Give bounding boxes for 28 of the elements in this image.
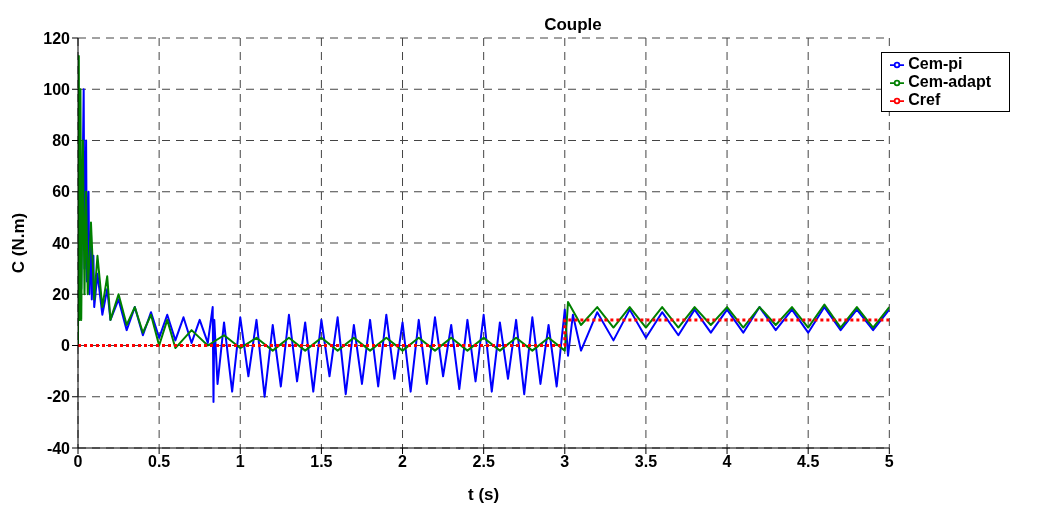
y-tick-label: 40 (52, 234, 71, 252)
legend-label: Cref (908, 91, 941, 108)
line-series (78, 54, 890, 352)
chart-title: Couple (544, 15, 602, 34)
x-tick-label: 2.5 (472, 453, 495, 471)
y-tick-label: -20 (46, 388, 71, 406)
x-tick-label: 4 (722, 453, 732, 471)
x-tick-label: 3.5 (634, 453, 658, 471)
y-tick-label: 60 (52, 183, 71, 201)
x-tick-label: 3 (560, 453, 570, 471)
x-axis-title: t (s) (468, 485, 500, 504)
x-tick-label: 0.5 (148, 453, 171, 471)
y-tick-label: 100 (43, 80, 71, 98)
y-tick-label: 0 (61, 337, 71, 355)
line-series (80, 88, 890, 403)
legend-label: Cem-adapt (908, 73, 991, 90)
legend-label: Cem-pi (908, 55, 963, 72)
y-tick-label: 20 (52, 285, 71, 303)
x-tick-label: 4.5 (797, 453, 820, 471)
x-tick-label: 1 (235, 453, 245, 471)
x-tick-label: 5 (884, 453, 894, 471)
y-tick-label: 80 (52, 132, 71, 150)
y-tick-label: -40 (46, 439, 71, 457)
y-axis-title: C (N.m) (9, 212, 29, 274)
x-tick-label: 1.5 (310, 453, 333, 471)
y-tick-label: 120 (43, 29, 71, 47)
x-tick-label: 0 (73, 453, 83, 471)
x-tick-label: 2 (398, 453, 408, 471)
